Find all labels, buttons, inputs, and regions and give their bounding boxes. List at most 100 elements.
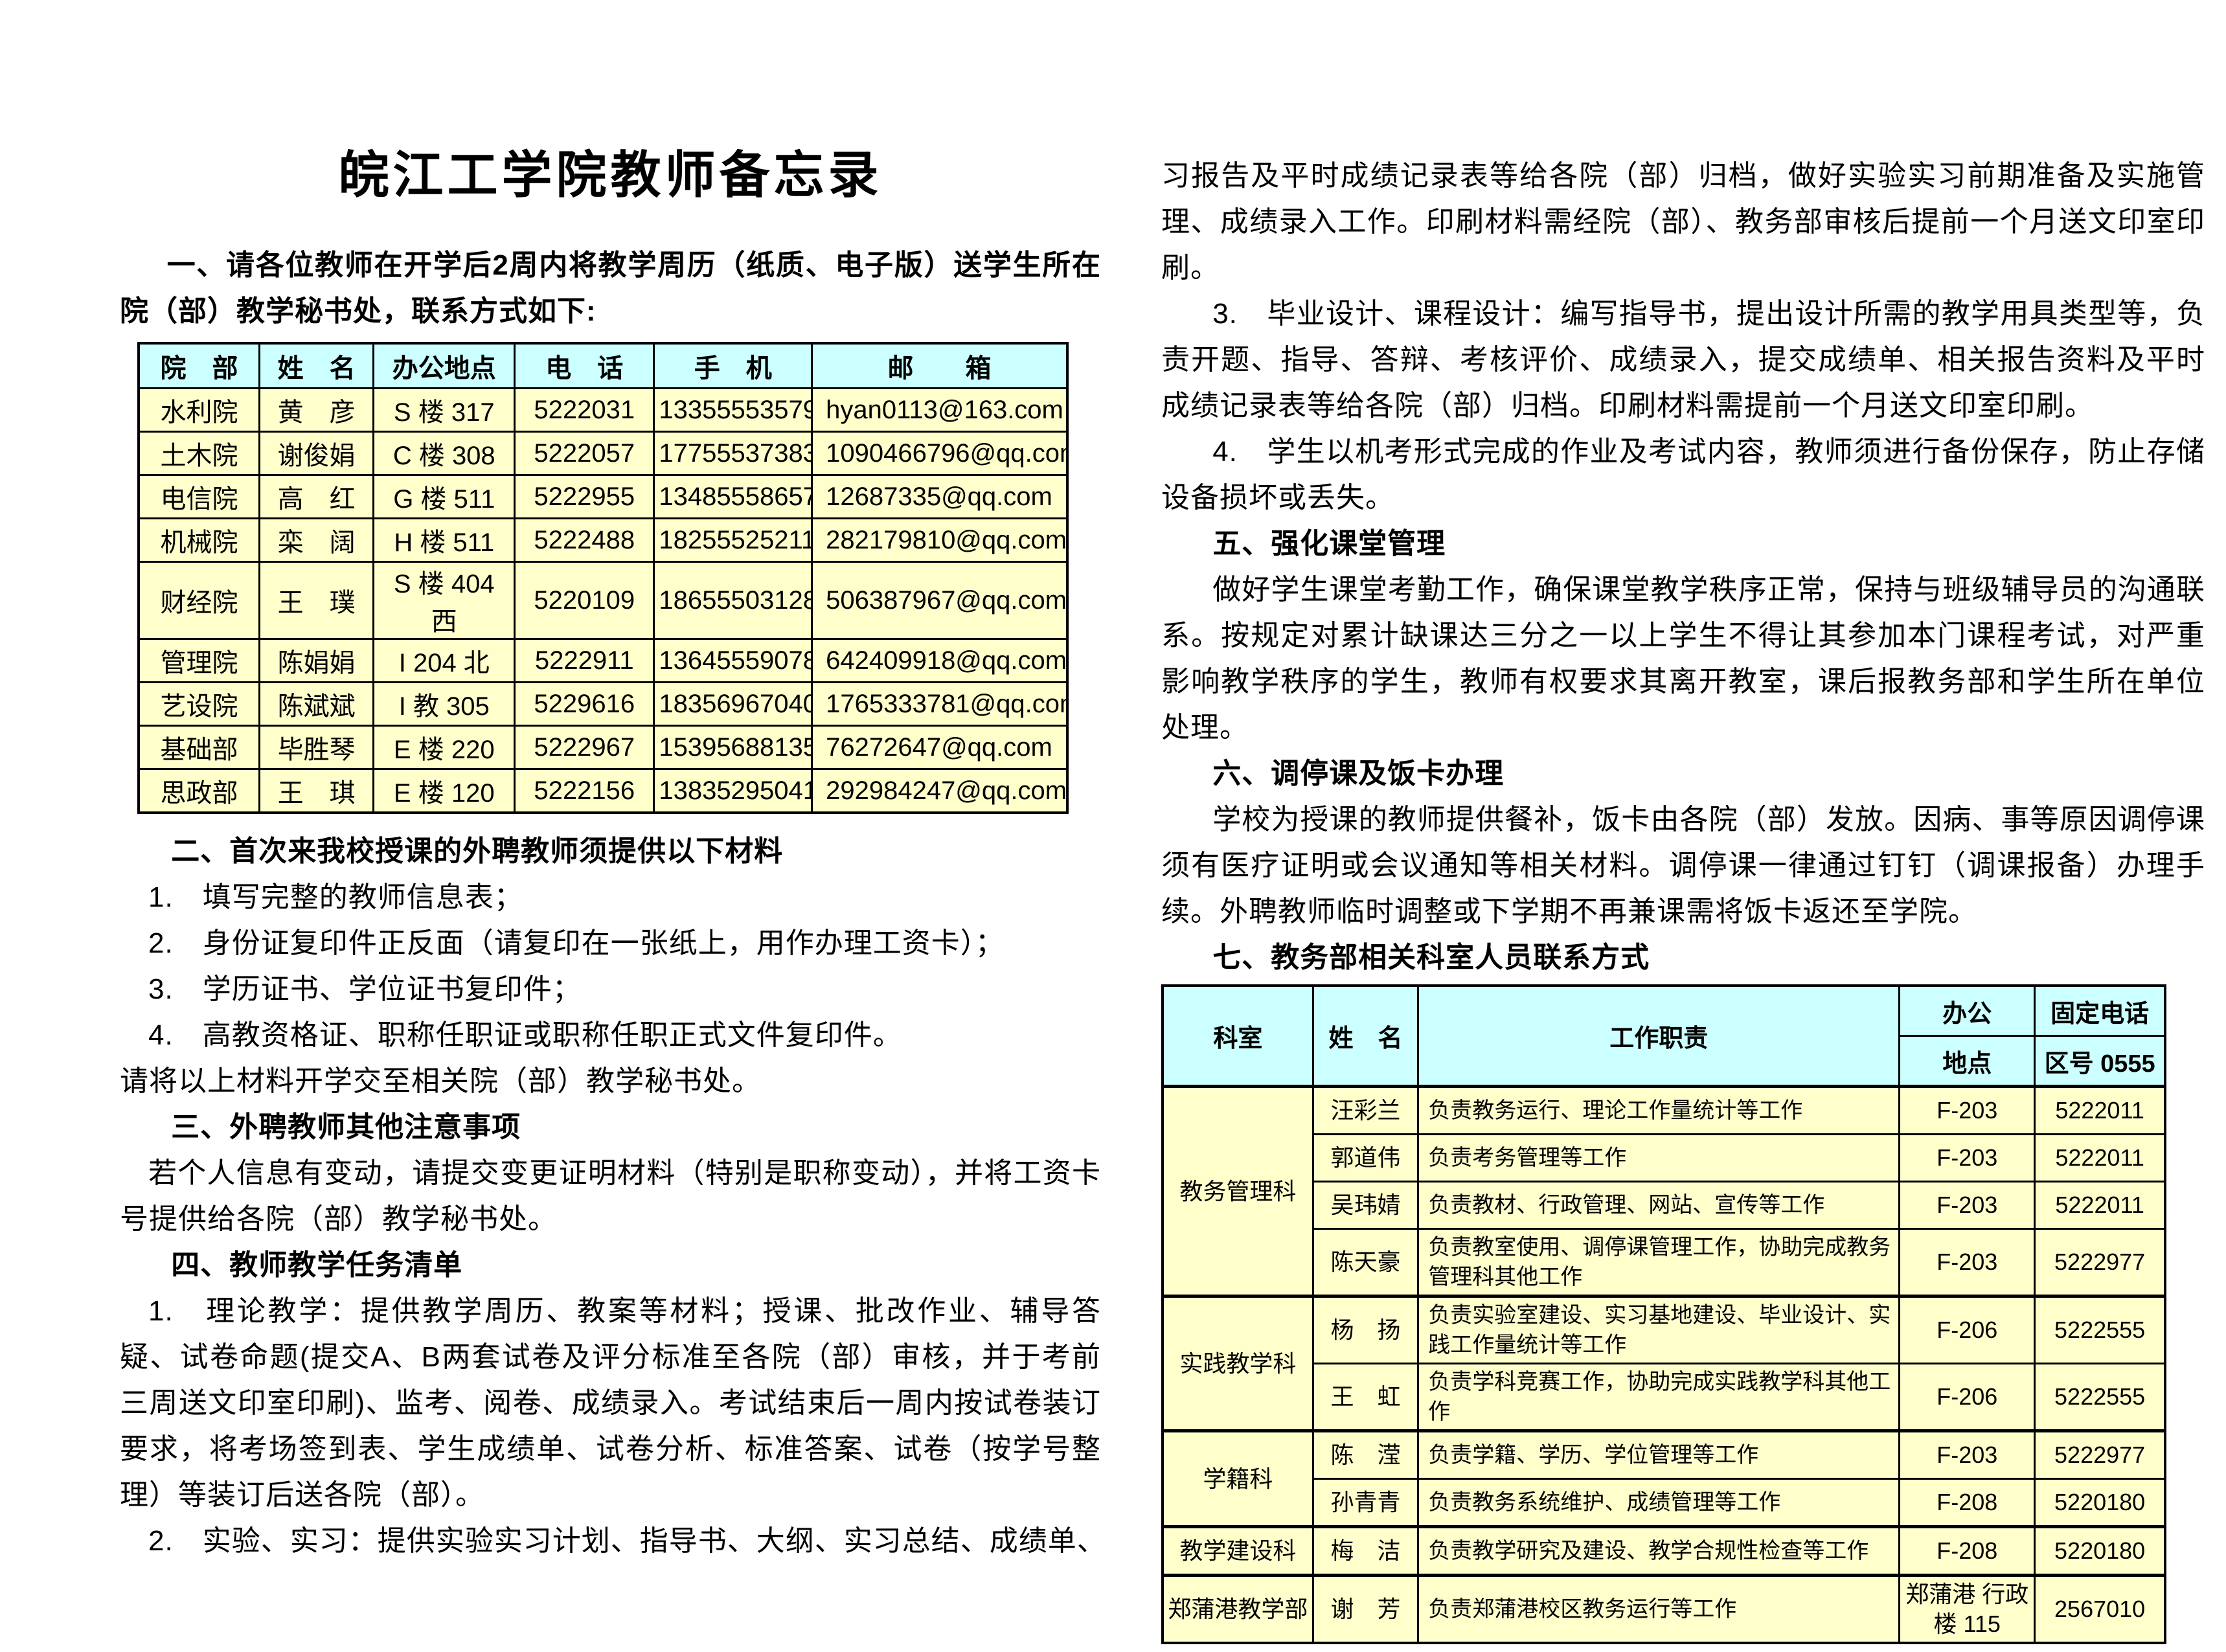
right-column: 习报告及平时成绩记录表等给各院（部）归档，做好实验实习前期准备及实施管理、成绩录… <box>1161 0 2205 1644</box>
office-cell: C 楼 308 <box>372 431 516 476</box>
col-header-section: 科室 <box>1161 984 1314 1087</box>
contact-table-header-row: 院 部 姓 名 办公地点 电 话 手 机 邮 箱 <box>137 342 1069 389</box>
page-title: 皖江工学院教师备忘录 <box>338 146 883 203</box>
phone-cell: 5229616 <box>514 681 655 727</box>
name-cell: 栾 阔 <box>258 517 375 563</box>
table-row: 学籍科 陈 滢 负责学籍、学历、学位管理等工作 F-203 5222977 <box>1161 1429 2166 1528</box>
table-row: 郭道伟 负责考务管理等工作 F-203 5222011 <box>1163 1133 2166 1182</box>
phone-cell: 5222031 <box>514 387 655 433</box>
table-row: 教务管理科 汪彩兰 负责教务运行、理论工作量统计等工作 F-203 522201… <box>1161 1085 2166 1297</box>
col-header-office: 办公地点 <box>372 342 516 389</box>
room-cell: F-208 <box>1898 1525 2036 1576</box>
section-5-heading: 五、强化课堂管理 <box>1212 528 1446 560</box>
room-cell: F-203 <box>1898 1133 2036 1182</box>
mobile-cell: 17755537383 <box>653 431 813 476</box>
phone-cell: 5222057 <box>514 431 655 476</box>
phone-cell: 5222977 <box>2034 1429 2166 1480</box>
section-4-heading: 四、教师教学任务清单 <box>171 1249 463 1281</box>
phone-cell: 5222156 <box>514 768 655 814</box>
col-header-name: 姓 名 <box>1312 984 1420 1087</box>
phone-cell: 5222011 <box>2034 1181 2166 1230</box>
office-cell: E 楼 220 <box>372 725 516 770</box>
email-cell: 12687335@qq.com <box>811 474 1069 519</box>
list-item: 3. 学历证书、学位证书复印件； <box>148 973 582 1005</box>
contact-table: 院 部 姓 名 办公地点 电 话 手 机 邮 箱 水利院 黄 彦 S 楼 317… <box>137 342 1069 814</box>
phone-cell: 5222011 <box>2034 1085 2166 1135</box>
duty-cell: 负责实验室建设、实习基地建设、毕业设计、实践工作量统计等工作 <box>1417 1295 1901 1364</box>
col-header-duty: 工作职责 <box>1417 984 1901 1087</box>
continued-paragraph: 习报告及平时成绩记录表等给各院（部）归档，做好实验实习前期准备及实施管理、成绩录… <box>1161 160 2205 284</box>
mobile-cell: 13355553579 <box>653 387 813 433</box>
phone-cell: 5222967 <box>514 725 655 770</box>
duty-cell: 负责考务管理等工作 <box>1417 1133 1901 1182</box>
duty-cell: 负责教务系统维护、成绩管理等工作 <box>1417 1478 1901 1528</box>
mobile-cell: 13485558657 <box>653 474 813 519</box>
section-2-note: 请将以上材料开学交至相关院（部）教学秘书处。 <box>120 1065 761 1097</box>
table-row: 艺设院 陈斌斌 I 教 305 5229616 18356967040 1765… <box>137 681 1069 727</box>
phone-cell: 5222555 <box>2034 1295 2166 1364</box>
section-7-heading: 七、教务部相关科室人员联系方式 <box>1212 942 1650 973</box>
table-row: 机械院 栾 阔 H 楼 511 5222488 18255525211 2821… <box>137 517 1069 563</box>
email-cell: 76272647@qq.com <box>811 725 1069 770</box>
email-cell: 292984247@qq.com <box>811 768 1069 814</box>
duty-cell: 负责教务运行、理论工作量统计等工作 <box>1417 1085 1901 1135</box>
name-cell: 吴玮婧 <box>1312 1181 1420 1230</box>
dept-cell: 土木院 <box>137 431 260 476</box>
office-cell: S 楼 317 <box>372 387 516 433</box>
section-4-item-1: 1. 理论教学：提供教学周历、教案等材料；授课、批改作业、辅导答疑、试卷命题(提… <box>120 1295 1101 1511</box>
phone-cell: 5220109 <box>514 561 655 640</box>
phone-cell: 5222955 <box>514 474 655 519</box>
col-header-dept: 院 部 <box>137 342 260 389</box>
table-row: 基础部 毕胜琴 E 楼 220 5222967 15395688135 7627… <box>137 725 1069 770</box>
mobile-cell: 18255525211 <box>653 517 813 563</box>
name-cell: 汪彩兰 <box>1312 1085 1420 1135</box>
section-cell: 教务管理科 <box>1161 1085 1314 1297</box>
phone-cell: 5222555 <box>2034 1363 2166 1432</box>
name-cell: 王 虹 <box>1312 1363 1420 1432</box>
email-cell: 1090466796@qq.com <box>811 431 1069 476</box>
mobile-cell: 15395688135 <box>653 725 813 770</box>
name-cell: 谢俊娟 <box>258 431 375 476</box>
office-cell: I 204 北 <box>372 638 516 683</box>
room-cell: F-203 <box>1898 1429 2036 1480</box>
section-2-heading: 二、首次来我校授课的外聘教师须提供以下材料 <box>171 835 784 867</box>
name-cell: 孙青青 <box>1312 1478 1420 1528</box>
room-cell: 郑蒲港 行政楼 115 <box>1898 1574 2036 1644</box>
duty-cell: 负责郑蒲港校区教务运行等工作 <box>1417 1574 1901 1644</box>
mobile-cell: 13645559078 <box>653 638 813 683</box>
phone-cell: 5222488 <box>514 517 655 563</box>
office-cell: G 楼 511 <box>372 474 516 519</box>
section-4-item-2: 2. 实验、实习：提供实验实习计划、指导书、大纲、实习总结、成绩单、实验实 <box>148 1525 1101 1557</box>
dept-cell: 管理院 <box>137 638 260 683</box>
room-cell: F-206 <box>1898 1295 2036 1364</box>
room-cell: F-208 <box>1898 1478 2036 1528</box>
duty-cell: 负责教室使用、调停课管理工作，协助完成教务管理科其他工作 <box>1417 1228 1901 1297</box>
name-cell: 谢 芳 <box>1312 1574 1420 1644</box>
section-6-paragraph: 学校为授课的教师提供餐补，饭卡由各院（部）发放。因病、事等原因调停课须有医疗证明… <box>1161 804 2205 927</box>
staff-table: 科室 姓 名 工作职责 办公 固定电话 地点 区号 0555 教务管理科 汪彩兰… <box>1161 984 2166 1644</box>
name-cell: 陈天豪 <box>1312 1228 1420 1297</box>
table-row: 水利院 黄 彦 S 楼 317 5222031 13355553579 hyan… <box>137 387 1069 433</box>
section-cell: 教学建设科 <box>1161 1525 1314 1576</box>
dept-cell: 财经院 <box>137 561 260 640</box>
list-item: 4. 高教资格证、职称任职证或职称任职正式文件复印件。 <box>148 1019 902 1051</box>
name-cell: 梅 洁 <box>1312 1525 1420 1576</box>
section-6-heading: 六、调停课及饭卡办理 <box>1212 758 1505 789</box>
left-column: 皖江工学院教师备忘录 一、请各位教师在开学后2周内将教学周历（纸质、电子版）送学… <box>120 0 1101 1564</box>
phone-cell: 5222911 <box>514 638 655 683</box>
name-cell: 陈斌斌 <box>258 681 375 727</box>
section-cell: 学籍科 <box>1161 1429 1314 1528</box>
phone-cell: 5222011 <box>2034 1133 2166 1182</box>
mobile-cell: 18356967040 <box>653 681 813 727</box>
dept-cell: 思政部 <box>137 768 260 814</box>
list-item: 1. 填写完整的教师信息表； <box>148 881 523 913</box>
section-cell: 实践教学科 <box>1161 1295 1314 1432</box>
email-cell: 282179810@qq.com <box>811 517 1069 563</box>
email-cell: 642409918@qq.com <box>811 638 1069 683</box>
dept-cell: 艺设院 <box>137 681 260 727</box>
duty-cell: 负责学籍、学历、学位管理等工作 <box>1417 1429 1901 1480</box>
col-header-email: 邮 箱 <box>811 342 1069 389</box>
dept-cell: 水利院 <box>137 387 260 433</box>
table-row: 土木院 谢俊娟 C 楼 308 5222057 17755537383 1090… <box>137 431 1069 476</box>
